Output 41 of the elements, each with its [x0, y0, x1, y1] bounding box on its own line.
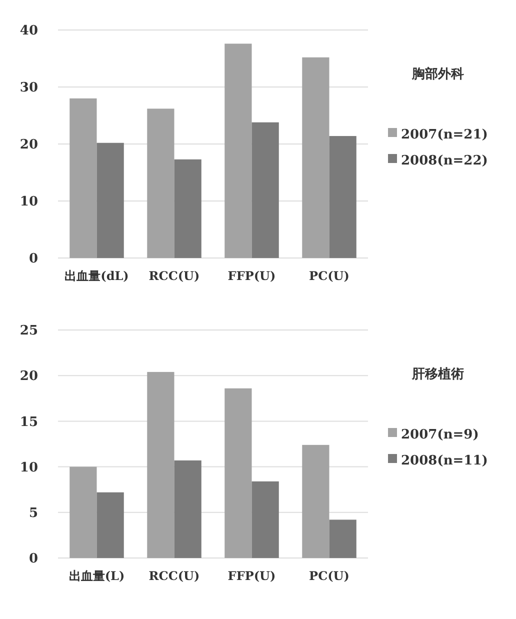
x-tick-label: PC(U) [309, 269, 350, 283]
legend-label: 2008(n=22) [401, 154, 488, 169]
bar [70, 98, 97, 258]
y-tick-label: 0 [28, 252, 38, 267]
y-tick-label: 25 [20, 324, 38, 339]
y-tick-label: 20 [20, 369, 38, 384]
y-tick-label: 0 [28, 552, 38, 567]
bar [174, 460, 202, 558]
x-tick-label: RCC(U) [148, 269, 200, 283]
bar [252, 481, 279, 558]
y-tick-label: 5 [28, 506, 38, 521]
y-tick-label: 10 [20, 194, 38, 210]
x-tick-label: PC(U) [309, 569, 350, 583]
x-tick-label: 出血量(L) [68, 569, 125, 583]
bar [302, 57, 330, 258]
x-tick-label: FFP(U) [228, 269, 276, 283]
x-tick-label: FFP(U) [228, 569, 276, 583]
bar [70, 466, 97, 558]
y-tick-label: 10 [20, 460, 38, 476]
bar [224, 388, 252, 558]
bar [224, 44, 252, 258]
bar [329, 520, 356, 558]
legend-label: 2008(n=11) [401, 454, 488, 469]
x-tick-label: 出血量(dL) [64, 269, 129, 283]
legend-title: 肝移植術 [411, 367, 464, 382]
bar [174, 159, 202, 258]
legend-title: 胸部外科 [411, 66, 464, 82]
bar [96, 492, 124, 558]
bar [329, 136, 356, 258]
y-tick-label: 15 [20, 414, 38, 430]
y-tick-label: 30 [20, 80, 38, 96]
legend-label: 2007(n=21) [401, 128, 488, 143]
bar [96, 142, 124, 258]
bar [302, 444, 330, 558]
legend-label: 2007(n=9) [401, 428, 479, 443]
bar [147, 108, 174, 258]
x-tick-label: RCC(U) [148, 569, 200, 583]
bar [147, 372, 174, 558]
y-tick-label: 40 [20, 24, 38, 39]
bar [252, 122, 279, 258]
y-tick-label: 20 [20, 138, 38, 153]
